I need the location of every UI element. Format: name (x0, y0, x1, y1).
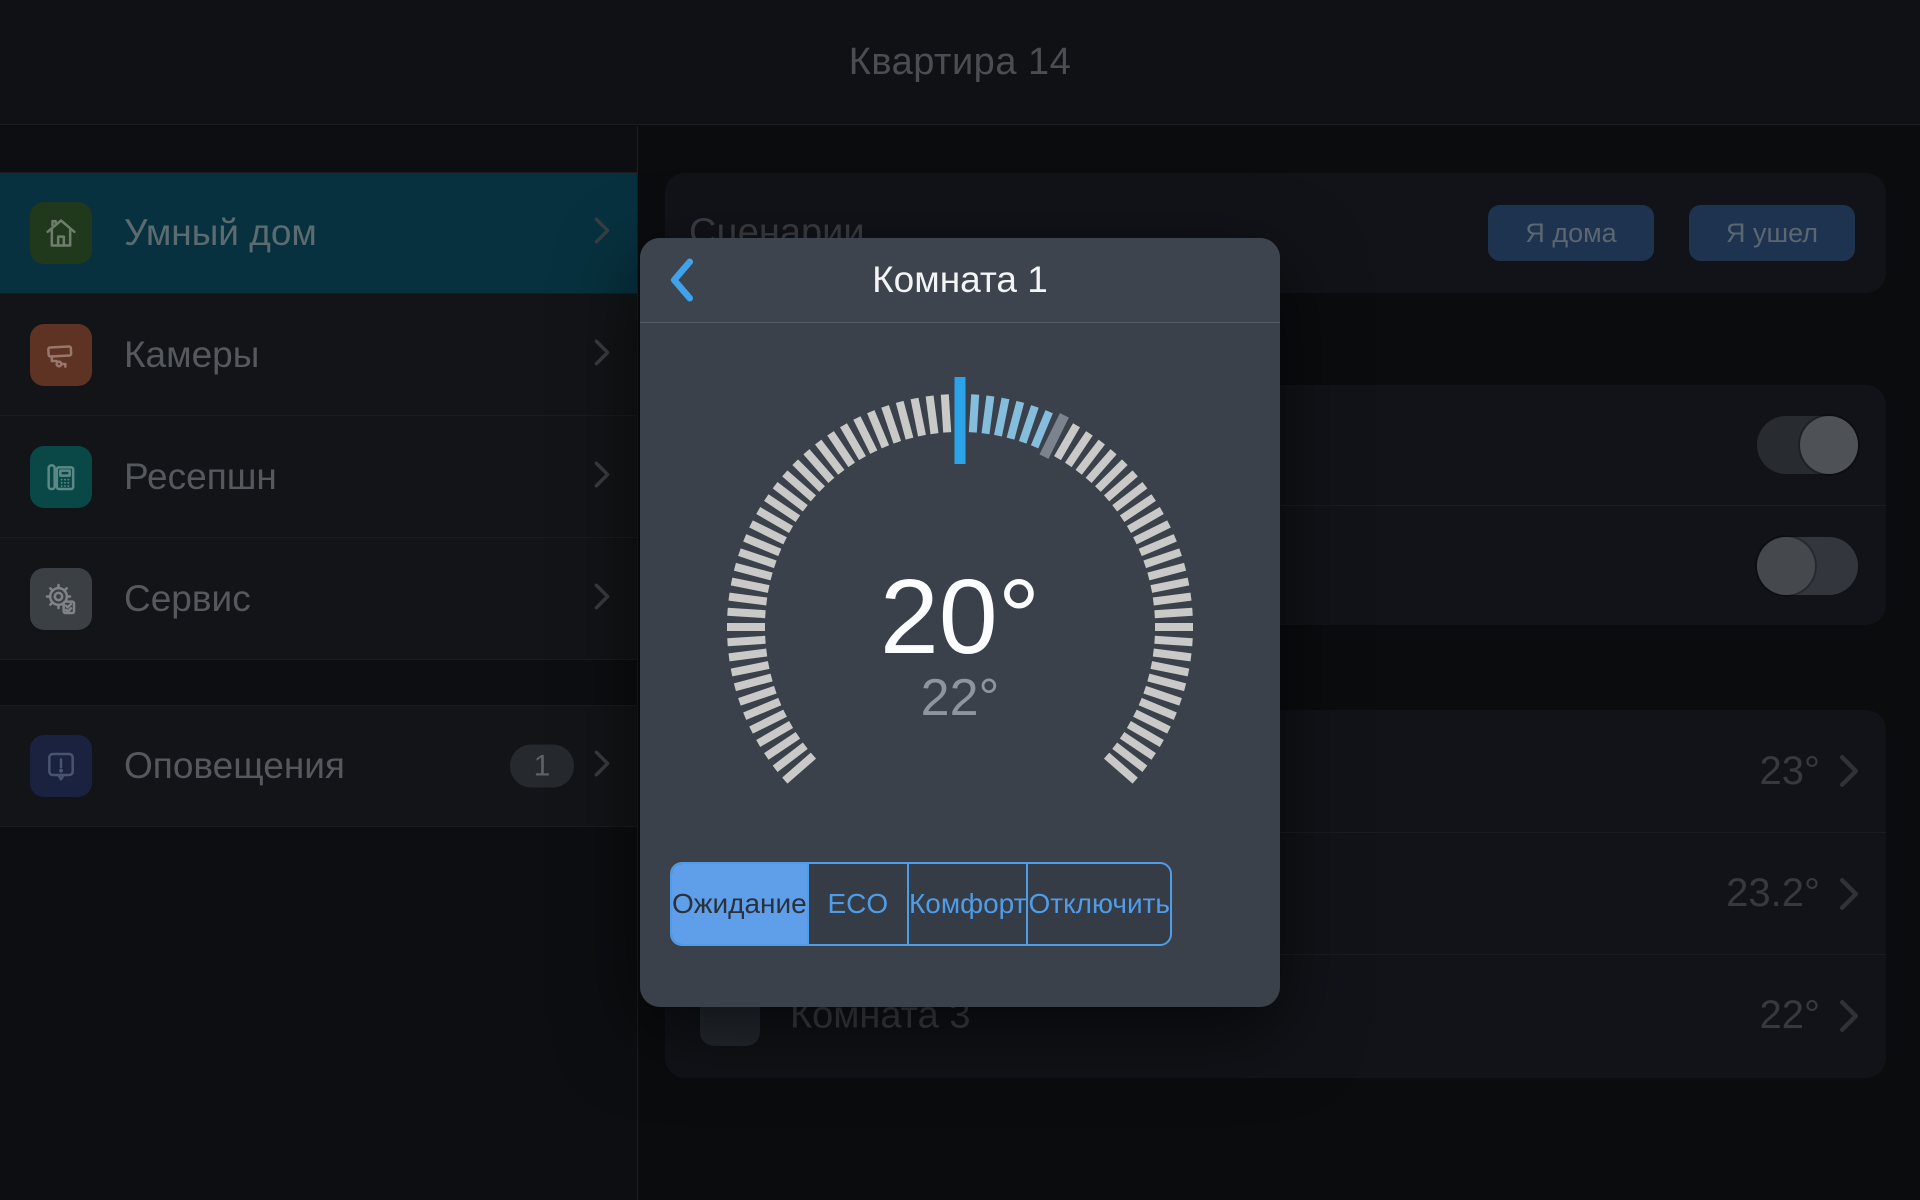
sidebar-item-label: Ресепшн (124, 455, 277, 497)
sidebar-item-label: Оповещения (124, 745, 345, 786)
chevron-right-icon (1838, 998, 1860, 1034)
scenario-buttons: Я дома Я ушел (1488, 205, 1855, 261)
chevron-right-icon (593, 581, 611, 616)
im-away-button[interactable]: Я ушел (1689, 205, 1855, 261)
sidebar-item-label: Камеры (124, 333, 260, 375)
back-button[interactable] (654, 250, 710, 310)
modal-header: Комната 1 (640, 238, 1280, 323)
room-temperature: 22° (1759, 993, 1821, 1037)
mode-off-button[interactable]: Отключить (1026, 864, 1170, 944)
camera-icon (30, 323, 92, 386)
sidebar-item-service[interactable]: Сервис (0, 538, 637, 660)
mode-eco-button[interactable]: ECO (806, 864, 907, 944)
home-icon (30, 202, 92, 264)
sidebar-item-label: Сервис (124, 577, 251, 619)
current-temperature: 22° (920, 669, 1000, 727)
sidebar-item-smart-home[interactable]: Умный дом (0, 172, 637, 294)
room-temperature: 23.2° (1726, 871, 1820, 915)
setpoint-temperature: 20° (879, 558, 1041, 676)
chevron-left-icon (670, 258, 694, 302)
page-title: Квартира 14 (848, 41, 1072, 83)
sidebar-item-cameras[interactable]: Камеры (0, 294, 637, 416)
phone-icon (30, 445, 92, 508)
sidebar-item-alerts[interactable]: Оповещения 1 (0, 705, 637, 827)
chevron-right-icon (593, 337, 611, 372)
gear-icon (30, 567, 92, 630)
sidebar-item-label: Умный дом (124, 212, 317, 253)
temperature-dial[interactable] (640, 322, 1280, 882)
room-temperature: 23° (1759, 748, 1821, 793)
device-row (665, 385, 1886, 505)
chevron-right-icon (593, 459, 611, 494)
mode-segmented-control: Ожидание ECO Комфорт Отключить (670, 862, 1172, 946)
chevron-right-icon (1838, 753, 1860, 789)
app-header: Квартира 14 (0, 0, 1920, 125)
alerts-count-badge: 1 (510, 744, 574, 788)
sidebar-alerts-group: Оповещения 1 (0, 705, 637, 827)
device-toggle[interactable] (1757, 537, 1858, 595)
sidebar-nav-group: Умный дом Камеры (0, 172, 637, 660)
chevron-right-icon (593, 216, 611, 251)
mode-comfort-button[interactable]: Комфорт (906, 864, 1026, 944)
room-modal: Комната 1 20° 22° Ожидание ECO Комфорт О… (640, 238, 1280, 1007)
alert-icon (30, 735, 92, 797)
chevron-right-icon (593, 749, 611, 784)
chevron-right-icon (1838, 876, 1860, 912)
sidebar-item-reception[interactable]: Ресепшн (0, 416, 637, 538)
sidebar: Умный дом Камеры (0, 126, 638, 1200)
modal-title: Комната 1 (872, 259, 1048, 300)
toggle-knob (1800, 416, 1858, 474)
im-home-button[interactable]: Я дома (1488, 205, 1654, 261)
device-toggle[interactable] (1757, 416, 1858, 474)
toggle-knob (1757, 537, 1815, 595)
mode-standby-button[interactable]: Ожидание (672, 864, 807, 944)
